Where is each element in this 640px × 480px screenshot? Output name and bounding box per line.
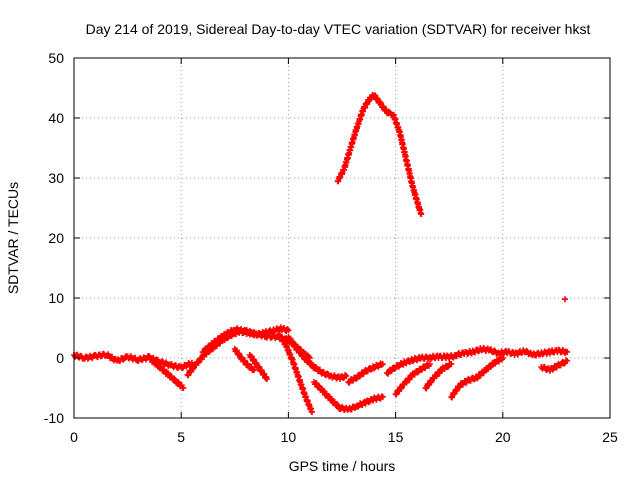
y-tick-label: 30 bbox=[48, 170, 64, 186]
series-arc-rise-18 bbox=[448, 354, 506, 401]
series-arc-drop-8 bbox=[246, 352, 270, 382]
series-arc-bottom-12 bbox=[311, 379, 386, 414]
x-tick-label: 0 bbox=[70, 429, 78, 445]
series-arc-rise-15 bbox=[392, 361, 433, 398]
x-tick-label: 25 bbox=[602, 429, 618, 445]
x-tick-label: 15 bbox=[388, 429, 404, 445]
x-tick-label: 5 bbox=[177, 429, 185, 445]
series-arc-mid-15 bbox=[384, 352, 459, 377]
series-arc-fall-10b bbox=[285, 334, 350, 383]
y-tick-label: 10 bbox=[48, 290, 64, 306]
series-arc-low-21 bbox=[538, 357, 571, 374]
series-arc-drop-7 bbox=[231, 346, 258, 374]
series-arc-baseline-18 bbox=[452, 344, 571, 360]
series-isolated-23 bbox=[561, 296, 568, 303]
series-arc-baseline-1 bbox=[71, 350, 195, 372]
series-arc-fall-10 bbox=[276, 332, 315, 415]
series-arc-peak-14 bbox=[334, 92, 425, 217]
y-tick-label: 40 bbox=[48, 110, 64, 126]
y-axis-label: SDTVAR / TECUs bbox=[5, 182, 21, 294]
y-tick-label: -10 bbox=[44, 410, 64, 426]
data-series bbox=[71, 92, 571, 415]
series-arc-rise-16 bbox=[422, 360, 455, 392]
y-tick-label: 20 bbox=[48, 230, 64, 246]
axis-ticks: 0 5 10 15 20 25 -10 0 10 20 30 40 50 bbox=[44, 50, 618, 445]
chart-title: Day 214 of 2019, Sidereal Day-to-day VTE… bbox=[86, 21, 591, 37]
x-axis-label: GPS time / hours bbox=[289, 458, 396, 474]
x-tick-label: 10 bbox=[281, 429, 297, 445]
y-tick-label: 0 bbox=[56, 350, 64, 366]
y-tick-label: 50 bbox=[48, 50, 64, 66]
series-arc-dip-5 bbox=[148, 356, 187, 391]
series-arc-rise-13 bbox=[345, 360, 386, 386]
x-tick-label: 20 bbox=[495, 429, 511, 445]
